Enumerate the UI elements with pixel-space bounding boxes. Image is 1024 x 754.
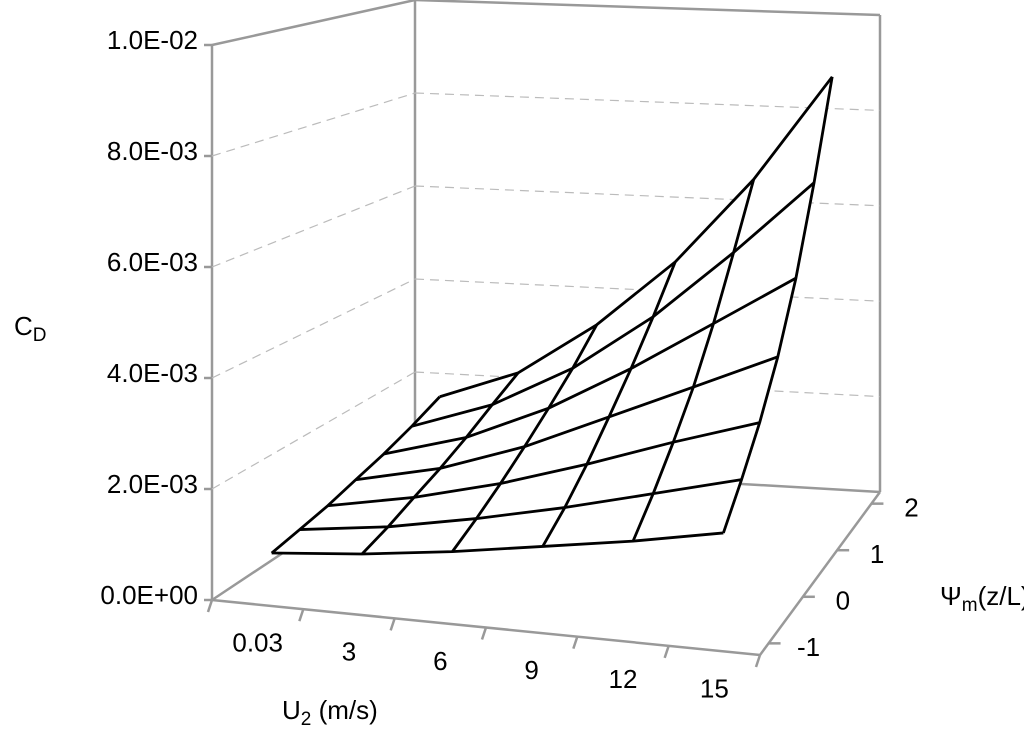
surface-cell (586, 387, 694, 465)
surface-column-line (722, 76, 834, 534)
x-tick (389, 617, 396, 631)
y-tick-label: 0 (836, 586, 850, 616)
y-tick-label: -1 (797, 632, 820, 662)
x-tick (298, 608, 305, 622)
surface-cell (271, 526, 389, 555)
surface-row-line (299, 478, 742, 531)
surface-cell (713, 182, 815, 324)
surface-row-line (327, 421, 760, 508)
surface-cell (414, 446, 525, 498)
surface-cell (388, 483, 501, 527)
z-tick-label: 4.0E-03 (107, 358, 198, 388)
x-tick (754, 654, 762, 668)
z-tick-label: 8.0E-03 (107, 136, 198, 166)
surface-cell (500, 416, 609, 484)
x-label-rest: (m/s) (311, 695, 377, 725)
surface-cell (299, 497, 415, 530)
z-tick-label: 2.0E-03 (107, 469, 198, 499)
surface-cell (631, 252, 734, 369)
surface-cell (693, 278, 796, 388)
surface-column-line (361, 371, 520, 555)
y-label-rest: (z/L) (978, 581, 1024, 611)
surface-cell (653, 422, 760, 494)
wall-edge (414, 0, 881, 17)
grid-line (414, 92, 881, 111)
y-tick-label: 1 (870, 539, 884, 569)
surface-cell (673, 356, 778, 443)
z-label-main: C (14, 311, 33, 341)
x-tick (480, 627, 488, 640)
wall-edge (211, 0, 416, 47)
surface-cell (476, 464, 587, 519)
surface-cell (383, 404, 493, 455)
grid-line (211, 92, 416, 157)
x-axis-label: U2 (m/s) (282, 695, 378, 730)
x-tick (572, 636, 579, 650)
surface-column-line (541, 261, 677, 548)
surface-row-line (271, 531, 724, 556)
z-tick-label: 6.0E-03 (107, 247, 198, 277)
z-tick-label: 1.0E-02 (107, 25, 198, 55)
surface-cell (524, 368, 632, 447)
y-axis-line (758, 491, 882, 656)
surface-cell (492, 324, 597, 405)
surface-column-line (270, 395, 441, 555)
y-label-main: Ψ (940, 581, 962, 611)
surface-column-line (451, 324, 598, 553)
x-tick (663, 645, 670, 659)
z-tick-label: 0.0E+00 (100, 580, 198, 610)
surface-cell (548, 316, 654, 409)
surface-cell (355, 437, 467, 480)
surface-cell (564, 442, 674, 508)
x-label-main: U (282, 695, 301, 725)
surface-cell (608, 323, 714, 417)
x-tick-label: 15 (700, 673, 729, 703)
x-tick-label: 9 (524, 655, 538, 685)
y-tick-label: 2 (904, 493, 918, 523)
z-label-sub: D (33, 325, 47, 346)
surface-cell (653, 179, 754, 317)
surface-cell (733, 76, 833, 253)
surface-cell (411, 372, 519, 427)
grid-line (211, 185, 416, 268)
y-label-sub: m (962, 595, 978, 616)
grid-line (211, 278, 416, 379)
surface-row-line (411, 181, 815, 428)
surface-cell (466, 368, 573, 438)
x-tick (206, 599, 214, 613)
surface-row-line (355, 355, 779, 482)
grid-line (211, 371, 416, 490)
surface-column-line (631, 179, 756, 542)
x-tick-label: 3 (342, 637, 356, 667)
z-axis-label: CD (14, 311, 47, 346)
surface-row-line (383, 276, 797, 456)
x-tick-label: 6 (433, 646, 447, 676)
grid-line (414, 185, 881, 207)
x-tick-label: 12 (609, 664, 638, 694)
surface-cell (633, 479, 742, 542)
surface-row-line (439, 75, 834, 399)
y-axis-label: Ψm(z/L) (940, 581, 1024, 616)
surface-cell (440, 408, 549, 469)
x-tick-label: 0.03 (232, 627, 283, 657)
x-label-sub: 2 (301, 709, 312, 730)
surface-cell (572, 261, 676, 369)
